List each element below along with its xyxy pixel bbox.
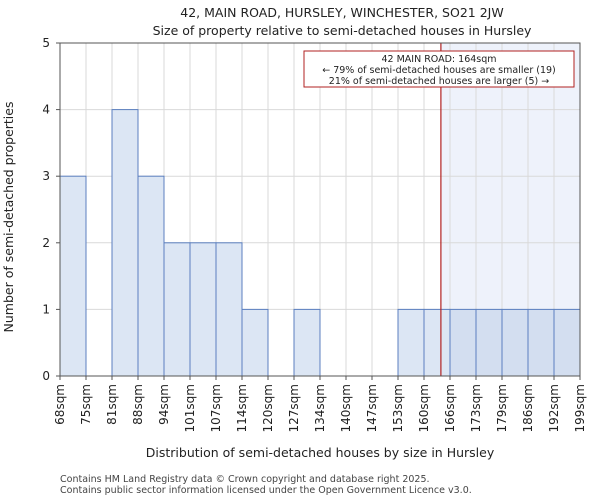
x-tick-label: 88sqm <box>131 384 145 425</box>
x-tick-label: 166sqm <box>443 384 457 432</box>
x-tick-label: 68sqm <box>53 384 67 425</box>
annotation: 42 MAIN ROAD: 164sqm ← 79% of semi-detac… <box>303 50 575 88</box>
footer-licence: Contains public sector information licen… <box>60 485 472 496</box>
bar-173sqm <box>475 308 503 377</box>
x-tick-label: 107sqm <box>209 384 223 432</box>
bars <box>59 109 581 377</box>
x-tick-label: 75sqm <box>79 384 93 425</box>
bar-160sqm <box>423 308 451 377</box>
bar-81sqm <box>111 109 139 377</box>
x-tick-label: 173sqm <box>469 384 483 432</box>
x-tick-label: 179sqm <box>495 384 509 432</box>
x-tick-label: 192sqm <box>547 384 561 432</box>
x-tick-label: 120sqm <box>261 384 275 432</box>
y-axis-ticks: 0 1 2 3 4 5 <box>42 36 60 383</box>
bar-166sqm <box>449 308 477 377</box>
x-tick-label: 147sqm <box>365 384 379 432</box>
y-tick-label: 4 <box>42 103 50 117</box>
annotation-line-3: 21% of semi-detached houses are larger (… <box>329 76 549 87</box>
bar-94sqm <box>163 242 191 377</box>
x-tick-label: 186sqm <box>521 384 535 432</box>
bar-88sqm <box>137 175 165 377</box>
footer-copyright: Contains HM Land Registry data © Crown c… <box>60 474 430 485</box>
annotation-line-1: 42 MAIN ROAD: 164sqm <box>381 54 496 65</box>
x-tick-label: 199sqm <box>573 384 587 432</box>
chart-subtitle: Size of property relative to semi-detach… <box>153 23 532 38</box>
x-tick-label: 140sqm <box>339 384 353 432</box>
bar-101sqm <box>189 242 217 377</box>
x-tick-label: 101sqm <box>183 384 197 432</box>
x-tick-label: 134sqm <box>313 384 327 432</box>
annotation-box <box>303 50 575 88</box>
bar-114sqm <box>241 308 269 377</box>
x-tick-label: 127sqm <box>287 384 301 432</box>
x-tick-label: 94sqm <box>157 384 171 425</box>
x-tick-label: 81sqm <box>105 384 119 425</box>
y-tick-label: 0 <box>42 369 50 383</box>
x-tick-label: 114sqm <box>235 384 249 432</box>
x-axis-ticks: 68sqm 75sqm 81sqm 88sqm 94sqm 101sqm 107sqm 114… <box>53 376 587 432</box>
bar-127sqm <box>293 308 321 377</box>
y-axis-label: Number of semi-detached properties <box>1 102 16 333</box>
bar-107sqm <box>215 242 243 377</box>
x-tick-label: 160sqm <box>417 384 431 432</box>
bar-68sqm <box>59 175 87 377</box>
chart-title: 42, MAIN ROAD, HURSLEY, WINCHESTER, SO21… <box>180 5 503 20</box>
annotation-line-2: ← 79% of semi-detached houses are smalle… <box>322 65 556 76</box>
bar-153sqm <box>397 308 425 377</box>
bar-179sqm <box>501 308 529 377</box>
bar-192sqm <box>553 308 581 377</box>
x-tick-label: 153sqm <box>391 384 405 432</box>
y-tick-label: 3 <box>42 169 50 183</box>
x-axis-label: Distribution of semi-detached houses by … <box>146 445 495 460</box>
y-tick-label: 2 <box>42 236 50 250</box>
y-tick-label: 1 <box>42 302 50 316</box>
y-tick-label: 5 <box>42 36 50 50</box>
bar-186sqm <box>527 308 555 377</box>
